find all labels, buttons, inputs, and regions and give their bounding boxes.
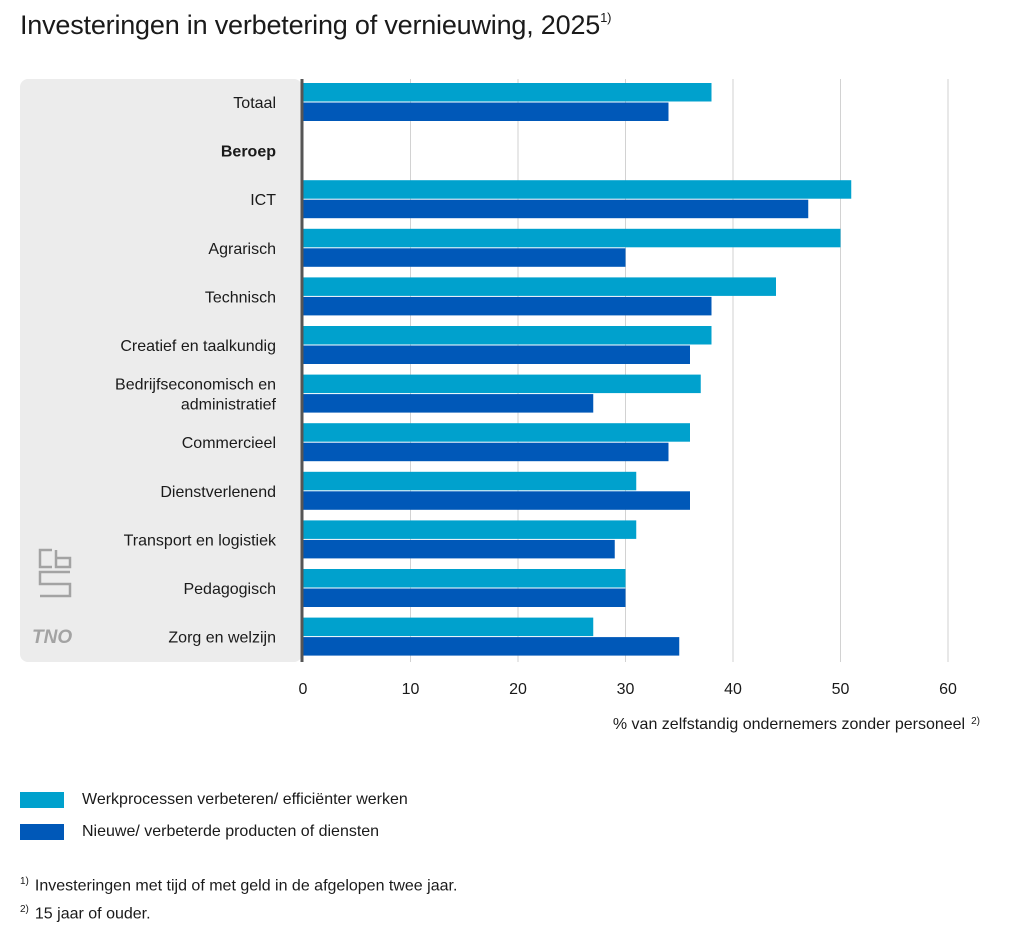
bar-chart: Totaal Beroep ICT Agrarisch Technisch Creatie…	[20, 79, 980, 733]
legend-label-producten: Nieuwe/ verbeterde producten of diensten	[82, 823, 380, 840]
bar-bedrijfseconomisch-en-administratief-series-1	[303, 374, 701, 394]
bar-totaal-series-2	[303, 102, 669, 121]
x-axis-title-text: % van zelfstandig ondernemers zonder per…	[613, 716, 965, 733]
x-tick-label-60: 60	[939, 681, 957, 698]
title-footnote-mark: 1)	[600, 10, 612, 25]
category-label-dienstverlenend: Dienstverlenend	[160, 484, 276, 501]
chart-title-text: Investeringen in verbetering of vernieuw…	[20, 10, 601, 40]
cbs-logo-b	[54, 550, 72, 569]
category-label-line: Commercieel	[182, 435, 276, 452]
x-tick-label-30: 30	[617, 681, 635, 698]
bar-transport-en-logistiek-series-1	[303, 520, 637, 539]
category-label-totaal: Totaal	[233, 95, 276, 112]
bar-commercieel-series-1	[303, 423, 690, 442]
category-label-creatief-en-taalkundig: Creatief en taalkundig	[120, 338, 276, 355]
category-label-line: Technisch	[205, 289, 276, 306]
legend-label-werkprocessen: Werkprocessen verbeteren/ efficiënter we…	[82, 791, 408, 808]
bar-creatief-en-taalkundig-series-1	[303, 326, 712, 345]
legend-swatch-producten	[20, 824, 64, 840]
x-tick-label-10: 10	[402, 681, 420, 698]
footnotes: 1) Investeringen met tijd of met geld in …	[20, 870, 457, 927]
category-label-line: administratief	[181, 397, 277, 414]
bar-bedrijfseconomisch-en-administratief-series-2	[303, 394, 594, 413]
footnote-1-text: Investeringen met tijd of met geld in de…	[34, 877, 458, 895]
footnote-1: 1) Investeringen met tijd of met geld in …	[20, 870, 457, 898]
bar-dienstverlenend-series-1	[303, 471, 637, 491]
category-label-bedrijfseconomisch-en-administratief: Bedrijfseconomisch en administratief	[115, 377, 277, 414]
category-label-line: Zorg en welzijn	[168, 630, 276, 647]
legend-item-producten: Nieuwe/ verbeterde producten of diensten	[20, 816, 408, 848]
category-label-transport-en-logistiek: Transport en logistiek	[124, 532, 277, 549]
bar-zorg-en-welzijn-series-1	[303, 617, 594, 637]
bar-transport-en-logistiek-series-2	[303, 539, 615, 559]
category-label-line: Creatief en taalkundig	[120, 338, 276, 355]
category-label-pedagogisch: Pedagogisch	[183, 581, 276, 598]
bars	[303, 83, 852, 656]
bar-agrarisch-series-1	[303, 228, 841, 248]
bar-totaal-series-1	[303, 83, 712, 102]
bar-commercieel-series-2	[303, 442, 669, 462]
category-label-line: Totaal	[233, 95, 276, 112]
bar-dienstverlenend-series-2	[303, 491, 690, 510]
cbs-logo-c	[38, 548, 52, 569]
cbs-logo-s	[38, 570, 72, 598]
category-label-commercieel: Commercieel	[182, 435, 276, 452]
x-tick-label-0: 0	[299, 681, 308, 698]
bar-technisch-series-2	[303, 296, 712, 316]
bar-ict-series-2	[303, 199, 809, 219]
category-label-technisch: Technisch	[205, 289, 276, 306]
x-tick-label-40: 40	[724, 681, 742, 698]
legend: Werkprocessen verbeteren/ efficiënter we…	[20, 784, 408, 848]
chart-title: Investeringen in verbetering of vernieuw…	[20, 10, 611, 41]
x-tick-labels: 0 10 20 30 40 50 60	[299, 681, 957, 698]
x-axis-title-footnote-mark: 2)	[971, 716, 980, 727]
x-tick-label-20: 20	[509, 681, 527, 698]
category-panel	[20, 79, 302, 662]
bar-zorg-en-welzijn-series-2	[303, 637, 680, 656]
footnote-2-text: 15 jaar of ouder.	[34, 905, 151, 923]
category-label-line: ICT	[250, 192, 276, 209]
category-label-line: Bedrijfseconomisch en	[115, 377, 276, 394]
bar-pedagogisch-series-2	[303, 588, 626, 607]
category-label-line: Agrarisch	[208, 241, 276, 258]
category-label-zorg-en-welzijn: Zorg en welzijn	[168, 630, 276, 647]
bar-ict-series-1	[303, 180, 852, 199]
legend-item-werkprocessen: Werkprocessen verbeteren/ efficiënter we…	[20, 784, 408, 816]
tno-logo: TNO	[32, 627, 72, 648]
footnote-1-mark: 1)	[20, 876, 29, 887]
footnote-2: 2) 15 jaar of ouder.	[20, 898, 457, 926]
bar-agrarisch-series-2	[303, 248, 626, 267]
category-label-agrarisch: Agrarisch	[208, 241, 276, 258]
gridlines	[410, 79, 949, 662]
category-label-line: Beroep	[221, 144, 276, 161]
legend-swatch-werkprocessen	[20, 792, 64, 808]
category-label-line: Pedagogisch	[183, 581, 276, 598]
bar-creatief-en-taalkundig-series-2	[303, 345, 690, 364]
cbs-logo	[38, 548, 72, 598]
category-labels: Totaal Beroep ICT Agrarisch Technisch Creatie…	[115, 95, 277, 647]
x-axis-title: % van zelfstandig ondernemers zonder per…	[613, 716, 980, 733]
footnote-2-mark: 2)	[20, 904, 29, 916]
category-label-line: Dienstverlenend	[160, 484, 276, 501]
x-tick-label-50: 50	[832, 681, 850, 698]
category-label-beroep: Beroep	[221, 144, 276, 161]
category-label-line: Transport en logistiek	[124, 532, 277, 549]
bar-technisch-series-1	[303, 277, 776, 296]
bar-pedagogisch-series-1	[303, 569, 626, 588]
category-label-ict: ICT	[250, 192, 276, 209]
